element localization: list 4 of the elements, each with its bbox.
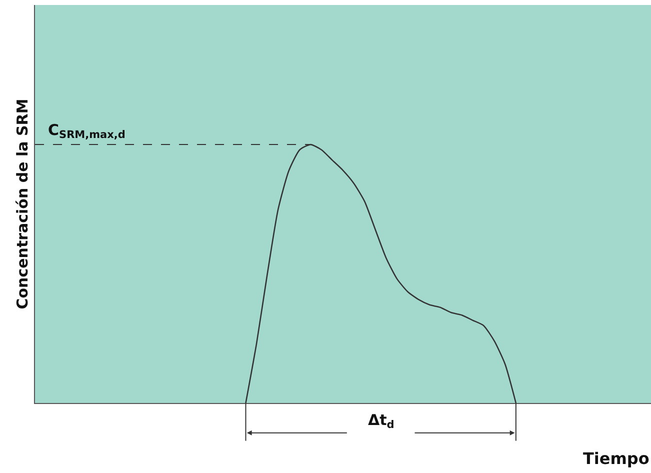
text: Δt$_{d}$ <box>368 411 394 432</box>
x-axis-title: Tiempo <box>583 449 650 468</box>
ref-line-label: C$_{SRM,max,d}$ <box>48 121 126 142</box>
y-axis-title: Concentración de la SRM <box>13 98 32 310</box>
